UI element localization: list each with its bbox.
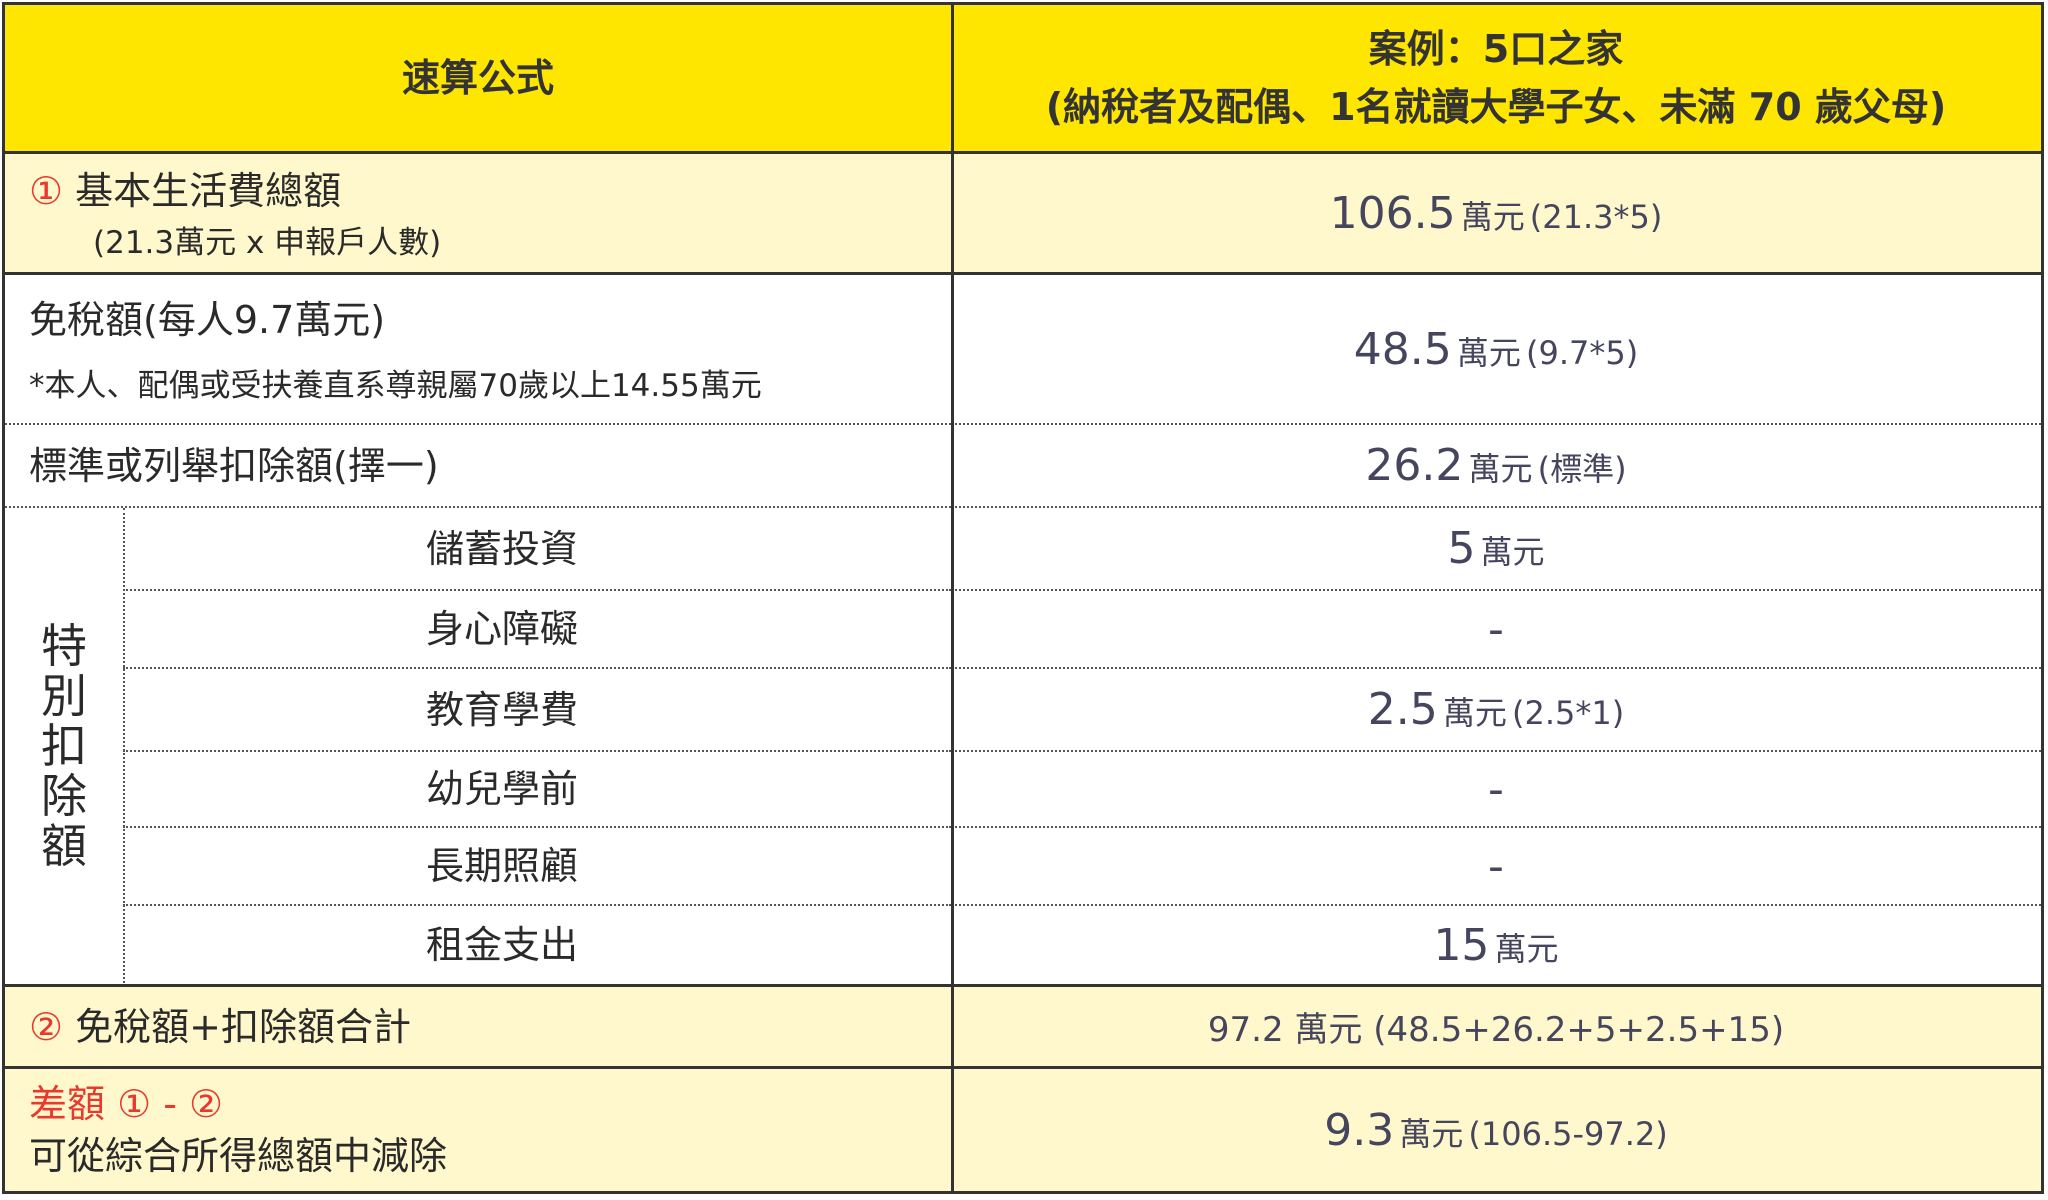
special-item-label-cell: 身心障礙 — [123, 591, 951, 669]
special-item-value: 2.5 — [1367, 684, 1438, 735]
unit: 萬元 — [1399, 1114, 1464, 1153]
unit: 萬元 — [1456, 333, 1521, 372]
header-case: 案例：5口之家 (納稅者及配偶、1名就讀大學子女、未滿 70 歲父母) — [951, 5, 2041, 154]
unit: 萬元 — [1494, 929, 1559, 968]
row-exemption-label: 免稅額(每人9.7萬元) *本人、配偶或受扶養直系尊親屬70歲以上14.55萬元 — [5, 275, 951, 425]
header-case-subtitle: (納稅者及配偶、1名就讀大學子女、未滿 70 歲父母) — [1045, 85, 1947, 129]
basic-label: 基本生活費總額 — [75, 168, 342, 213]
unit: 萬元 — [1460, 197, 1525, 236]
diff-label: 差額 ① - ② — [29, 1082, 224, 1126]
special-item-value-cell: - — [951, 591, 2041, 669]
special-group-label: 特 別 扣 除 額 — [5, 508, 123, 987]
basic-value: 106.5 — [1329, 187, 1456, 239]
special-char: 除 — [41, 769, 87, 823]
special-char: 別 — [41, 669, 87, 723]
special-item-value-cell: - — [951, 828, 2041, 906]
special-item-value-cell: - — [951, 752, 2041, 828]
row-total-value: 97.2 萬元 (48.5+26.2+5+2.5+15) — [951, 987, 2041, 1069]
header-formula-title: 速算公式 — [401, 56, 554, 100]
diff-sub: 可從綜合所得總額中減除 — [29, 1134, 448, 1178]
row-standard-label: 標準或列舉扣除額(擇一) — [5, 425, 951, 508]
basic-sub: (21.3萬元 x 申報戶人數) — [93, 224, 442, 261]
standard-label: 標準或列舉扣除額(擇一) — [29, 443, 439, 488]
header-formula: 速算公式 — [5, 5, 951, 154]
marker-2: ② — [29, 1004, 64, 1049]
standard-value: 26.2 — [1365, 440, 1464, 491]
sub-divider — [123, 508, 125, 987]
column-divider — [951, 5, 954, 1191]
special-item-value-cell: 5 萬元 — [951, 508, 2041, 591]
special-item-value: - — [1488, 603, 1504, 655]
note: (標準) — [1537, 450, 1627, 488]
special-item-label: 幼兒學前 — [425, 767, 578, 811]
total-label: 免稅額+扣除額合計 — [75, 1004, 412, 1049]
note: (9.7*5) — [1525, 333, 1639, 372]
row-total-label: ② 免稅額+扣除額合計 — [5, 987, 951, 1069]
special-char: 額 — [41, 819, 87, 873]
special-item-label: 長期照顧 — [425, 844, 578, 888]
unit: 萬元 — [1442, 694, 1507, 732]
header-case-title: 案例：5口之家 — [1368, 27, 1624, 71]
special-item-label-cell: 教育學費 — [123, 669, 951, 752]
special-item-label-cell: 長期照顧 — [123, 828, 951, 906]
unit: 萬元 — [1480, 533, 1545, 571]
special-item-value: 15 — [1433, 919, 1490, 971]
row-diff-value: 9.3 萬元 (106.5-97.2) — [951, 1069, 2041, 1191]
exemption-value: 48.5 — [1353, 323, 1452, 375]
unit: 萬元 — [1294, 1010, 1363, 1050]
special-item-value: - — [1488, 763, 1504, 815]
special-item-label: 租金支出 — [425, 923, 578, 967]
note: (48.5+26.2+5+2.5+15) — [1373, 1010, 1785, 1050]
special-item-label-cell: 租金支出 — [123, 906, 951, 987]
row-standard-value: 26.2 萬元 (標準) — [951, 425, 2041, 508]
special-item-value: - — [1488, 840, 1504, 892]
special-item-value-cell: 2.5 萬元 (2.5*1) — [951, 669, 2041, 752]
row-basic-value: 106.5 萬元 (21.3*5) — [951, 154, 2041, 275]
special-item-value: 5 — [1447, 523, 1476, 574]
special-item-label: 身心障礙 — [425, 607, 578, 651]
exemption-label: 免稅額(每人9.7萬元) — [29, 297, 386, 342]
row-basic-label: ① 基本生活費總額 (21.3萬元 x 申報戶人數) — [5, 154, 951, 275]
special-item-label-cell: 儲蓄投資 — [123, 508, 951, 591]
special-item-label-cell: 幼兒學前 — [123, 752, 951, 828]
row-diff-label: 差額 ① - ② 可從綜合所得總額中減除 — [5, 1069, 951, 1191]
unit: 萬元 — [1468, 450, 1533, 488]
total-value: 97.2 — [1207, 1010, 1284, 1050]
marker-1: ① — [29, 168, 64, 213]
row-exemption-value: 48.5 萬元 (9.7*5) — [951, 275, 2041, 425]
note: (106.5-97.2) — [1468, 1114, 1668, 1153]
note: (21.3*5) — [1529, 197, 1663, 236]
special-item-value-cell: 15 萬元 — [951, 906, 2041, 987]
diff-value: 9.3 — [1324, 1104, 1395, 1156]
special-item-label: 教育學費 — [425, 687, 578, 732]
special-item-label: 儲蓄投資 — [425, 526, 578, 571]
special-char: 扣 — [41, 719, 87, 773]
exemption-sub: *本人、配偶或受扶養直系尊親屬70歲以上14.55萬元 — [29, 367, 762, 404]
note: (2.5*1) — [1511, 694, 1625, 732]
special-char: 特 — [41, 619, 87, 673]
